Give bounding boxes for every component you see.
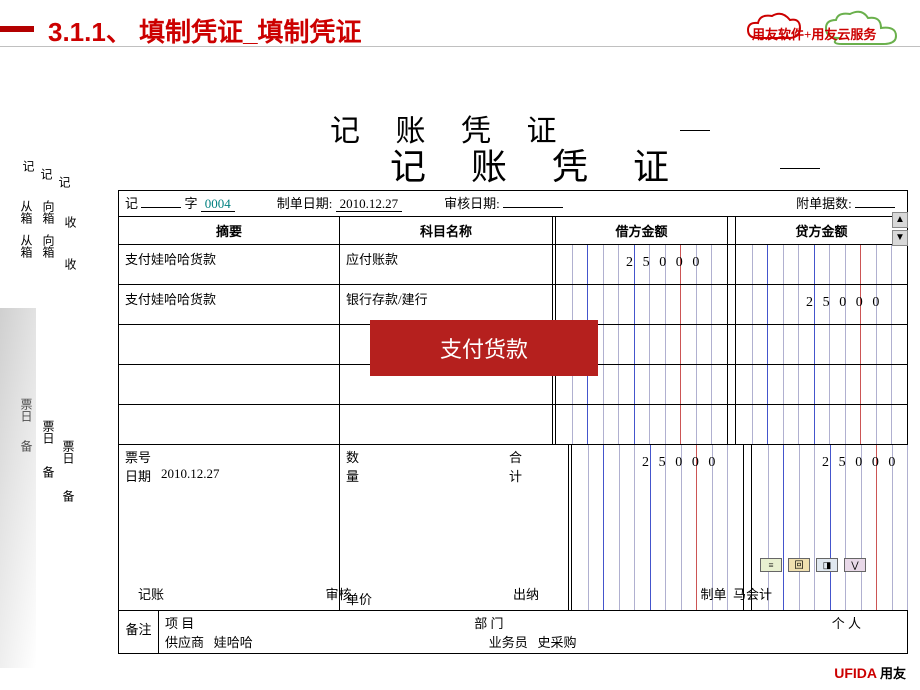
status-icon-2[interactable]: 回 <box>788 558 810 572</box>
audit-date-label: 审核日期: <box>444 196 500 211</box>
sig-maker-label: 制单 <box>701 587 727 602</box>
cell-credit[interactable] <box>735 245 907 284</box>
make-date-label: 制单日期: <box>277 196 333 211</box>
voucher-header: 记 字 0004 制单日期: 2010.12.27 审核日期: 附单据数: <box>119 191 907 216</box>
side-label-piao2: 票日 <box>40 420 57 444</box>
col-summary: 摘要 <box>119 217 339 244</box>
cell-debit[interactable] <box>555 285 727 324</box>
remarks-row: 备注 项 目 部 门 个 人 供应商 娃哈哈 业务员 史采购 <box>119 610 907 653</box>
scroll-down-button[interactable]: ▼ <box>892 230 908 246</box>
side-label-piao3: 票日 <box>60 440 77 464</box>
date-label: 日期 <box>125 466 151 485</box>
side-label-ji3: 记 <box>56 176 73 188</box>
header-accent-bar <box>0 26 34 32</box>
table-row[interactable]: 支付娃哈哈货款 应付账款 25000 <box>119 244 907 284</box>
date-value: 2010.12.27 <box>161 466 220 485</box>
side-label-box2: 向箱 <box>40 200 57 224</box>
supplier-label: 供应商 <box>165 635 204 650</box>
sig-cashier: 出纳 <box>513 584 701 603</box>
cell-debit[interactable]: 25000 <box>555 245 727 284</box>
supplier-value: 娃哈哈 <box>214 635 253 650</box>
type-suffix: 字 <box>185 196 198 211</box>
brand-logo-cloud: 用友软件+用友云服务 <box>738 8 908 57</box>
qty-label: 数量 <box>346 447 359 485</box>
table-header: 摘要 科目名称 借方金额 贷方金额 <box>119 216 907 244</box>
ticket-no-label: 票号 <box>125 447 151 466</box>
voucher-number[interactable]: 0004 <box>201 196 235 212</box>
dept-label: 部 门 <box>474 616 503 631</box>
callout-box: 支付货款 <box>370 320 598 376</box>
top-blank-field-2 <box>780 168 820 169</box>
brand-text: 用友软件+用友云服务 <box>752 24 876 43</box>
sig-book: 记账 <box>138 584 326 603</box>
slide-title: 3.1.1、 填制凭证_填制凭证 <box>48 12 362 49</box>
ufida-cn: 用友 <box>877 666 906 681</box>
remarks-label: 备注 <box>119 611 159 653</box>
attach-label: 附单据数: <box>796 196 852 211</box>
side-label-bei3: 备 <box>60 490 77 502</box>
signature-row: 记账 审核 出纳 制单 马会计 <box>118 580 908 603</box>
side-label-ji2: 记 <box>38 168 55 180</box>
side-label-shou2: 收 <box>62 258 79 270</box>
make-date-value[interactable]: 2010.12.27 <box>336 196 403 212</box>
background-photo <box>0 308 36 668</box>
ufida-en: UFIDA <box>834 665 877 681</box>
cell-credit[interactable]: 25000 <box>735 285 907 324</box>
table-row[interactable]: 支付娃哈哈货款 银行存款/建行 25000 <box>119 284 907 324</box>
side-label-bei2: 备 <box>40 466 57 478</box>
sig-audit: 审核 <box>326 584 514 603</box>
cell-subject[interactable]: 银行存款/建行 <box>339 285 552 324</box>
ufida-logo: UFIDA用友 <box>834 663 906 682</box>
status-icon-3[interactable]: ◨ <box>816 558 838 572</box>
project-label: 项 目 <box>165 616 194 631</box>
type-label: 记 <box>125 196 138 211</box>
side-label-box2b: 向箱 <box>40 234 57 258</box>
callout-text: 支付货款 <box>440 332 528 364</box>
col-subject: 科目名称 <box>339 217 552 244</box>
cell-summary[interactable]: 支付娃哈哈货款 <box>119 245 339 284</box>
top-blank-field-1 <box>680 130 710 131</box>
side-label-shou: 收 <box>62 216 79 228</box>
table-row[interactable] <box>119 404 907 444</box>
section-number: 3.1.1、 <box>48 17 132 47</box>
status-icon-1[interactable]: ≡ <box>760 558 782 572</box>
status-icon-row: ≡ 回 ◨ ⋁ <box>760 558 866 572</box>
clerk-value: 史采购 <box>538 635 577 650</box>
attach-value[interactable] <box>855 207 895 208</box>
scroll-up-button[interactable]: ▲ <box>892 212 908 228</box>
sig-maker-value: 马会计 <box>733 587 772 602</box>
person-label: 个 人 <box>832 616 861 631</box>
cell-subject[interactable]: 应付账款 <box>339 245 552 284</box>
side-label-ji1: 记 <box>20 160 37 172</box>
audit-date-value[interactable] <box>503 207 563 208</box>
side-label-box1b: 从箱 <box>18 234 35 258</box>
col-debit: 借方金额 <box>555 217 727 244</box>
clerk-label: 业务员 <box>489 635 528 650</box>
voucher-title: 记 账 凭 证 <box>390 138 687 190</box>
side-label-box1: 从箱 <box>18 200 35 224</box>
col-credit: 贷方金额 <box>735 217 907 244</box>
cell-summary[interactable]: 支付娃哈哈货款 <box>119 285 339 324</box>
status-icon-4[interactable]: ⋁ <box>844 558 866 572</box>
total-label: 合 计 <box>509 447 522 485</box>
title-text: 填制凭证_填制凭证 <box>139 17 361 47</box>
